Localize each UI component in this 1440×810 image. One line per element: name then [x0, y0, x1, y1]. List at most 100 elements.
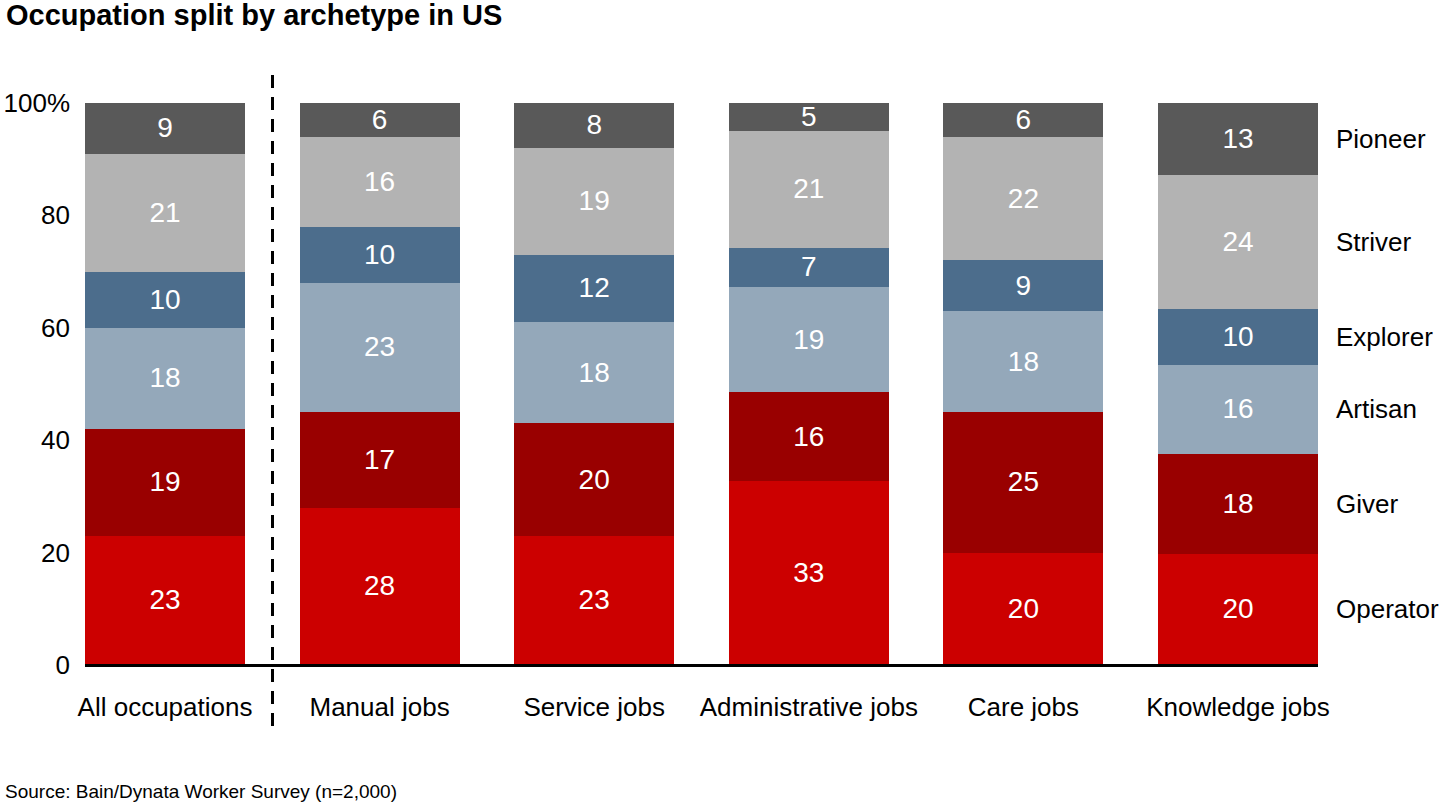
bar-value-label: 19 — [149, 468, 180, 496]
bar-value-label: 19 — [793, 326, 824, 354]
bar-value-label: 9 — [157, 114, 173, 142]
bar-segment: 25 — [943, 412, 1103, 553]
bar-segment: 18 — [514, 322, 674, 423]
bar-segment: 21 — [85, 154, 245, 272]
category-separator-line — [271, 75, 274, 733]
y-axis-tick-label: 20 — [0, 537, 70, 568]
bar-segment: 5 — [729, 103, 889, 131]
bar-segment: 10 — [300, 227, 460, 283]
bar-segment: 9 — [943, 260, 1103, 311]
bar-value-label: 24 — [1222, 228, 1253, 256]
bar-column: 20 18 16 10 24 13 — [1158, 103, 1318, 665]
bar-segment: 20 — [514, 423, 674, 535]
bar-segment: 8 — [514, 103, 674, 148]
x-axis-category-label: Administrative jobs — [700, 692, 918, 723]
bar-value-label: 16 — [1222, 395, 1253, 423]
legend-label: Operator — [1336, 594, 1439, 625]
y-axis-tick-label: 60 — [0, 312, 70, 343]
y-axis-tick-label: 0 — [0, 650, 70, 681]
bar-segment: 13 — [1158, 103, 1318, 175]
bar-value-label: 18 — [579, 359, 610, 387]
x-axis-category-label: All occupations — [78, 692, 253, 723]
bar-segment: 12 — [514, 255, 674, 322]
bar-segment: 21 — [729, 131, 889, 248]
bar-value-label: 19 — [579, 187, 610, 215]
bar-column: 28 17 23 10 16 6 — [300, 103, 460, 665]
bar-value-label: 10 — [364, 241, 395, 269]
bar-value-label: 17 — [364, 446, 395, 474]
y-axis-tick-label: 40 — [0, 425, 70, 456]
x-axis-category-label: Care jobs — [968, 692, 1079, 723]
bar-segment: 16 — [300, 137, 460, 227]
bar-value-label: 28 — [364, 572, 395, 600]
bar-value-label: 20 — [1222, 595, 1253, 623]
bar-segment: 19 — [85, 429, 245, 536]
bar-value-label: 16 — [364, 168, 395, 196]
bar-value-label: 23 — [149, 586, 180, 614]
bar-value-label: 18 — [1222, 490, 1253, 518]
bar-column: 23 19 18 10 21 9 — [85, 103, 245, 665]
bar-value-label: 10 — [1222, 323, 1253, 351]
source-note: Source: Bain/Dynata Worker Survey (n=2,0… — [5, 781, 397, 803]
bar-segment: 6 — [300, 103, 460, 137]
bar-segment: 18 — [85, 328, 245, 429]
bar-value-label: 12 — [579, 274, 610, 302]
bar-segment: 23 — [300, 283, 460, 412]
bar-segment: 18 — [1158, 454, 1318, 554]
bar-segment: 16 — [729, 392, 889, 481]
bar-value-label: 9 — [1016, 272, 1032, 300]
y-axis-tick-label: 100% — [0, 88, 70, 119]
legend-label: Striver — [1336, 227, 1411, 258]
legend-label: Artisan — [1336, 394, 1417, 425]
plot-area: 0 20 40 60 80 100% 23 19 18 10 21 9 All occupations 2… — [0, 0, 1440, 810]
bar-segment: 33 — [729, 481, 889, 665]
bar-value-label: 6 — [372, 106, 388, 134]
bar-segment: 22 — [943, 137, 1103, 261]
bar-segment: 19 — [729, 287, 889, 393]
bar-segment: 17 — [300, 412, 460, 508]
y-axis-tick-label: 80 — [0, 200, 70, 231]
bar-column: 20 25 18 9 22 6 — [943, 103, 1103, 665]
bar-segment: 6 — [943, 103, 1103, 137]
bar-segment: 24 — [1158, 175, 1318, 309]
bar-column: 33 16 19 7 21 5 — [729, 103, 889, 665]
bar-value-label: 22 — [1008, 185, 1039, 213]
bar-segment: 23 — [85, 536, 245, 665]
bar-segment: 10 — [85, 272, 245, 328]
bar-segment: 19 — [514, 148, 674, 255]
bar-value-label: 13 — [1222, 125, 1253, 153]
legend-label: Explorer — [1336, 321, 1433, 352]
bar-segment: 10 — [1158, 309, 1318, 365]
legend-label: Giver — [1336, 488, 1398, 519]
bar-value-label: 10 — [149, 286, 180, 314]
bar-value-label: 21 — [793, 175, 824, 203]
x-axis-category-label: Knowledge jobs — [1146, 692, 1330, 723]
x-axis-category-label: Service jobs — [523, 692, 665, 723]
bar-segment: 18 — [943, 311, 1103, 412]
bar-segment: 23 — [514, 536, 674, 665]
bar-value-label: 20 — [579, 466, 610, 494]
bar-value-label: 7 — [801, 253, 817, 281]
bar-value-label: 33 — [793, 559, 824, 587]
x-axis-category-label: Manual jobs — [309, 692, 449, 723]
bar-value-label: 20 — [1008, 595, 1039, 623]
bar-segment: 9 — [85, 103, 245, 154]
bar-value-label: 18 — [1008, 348, 1039, 376]
bar-value-label: 16 — [793, 423, 824, 451]
bar-segment: 20 — [1158, 554, 1318, 665]
bar-segment: 7 — [729, 248, 889, 287]
bar-value-label: 6 — [1016, 106, 1032, 134]
bar-value-label: 8 — [586, 111, 602, 139]
chart-canvas: Occupation split by archetype in US 0204… — [0, 0, 1440, 810]
bar-segment: 20 — [943, 553, 1103, 665]
legend-label: Pioneer — [1336, 124, 1426, 155]
bar-value-label: 21 — [149, 199, 180, 227]
bar-column: 23 20 18 12 19 8 — [514, 103, 674, 665]
bar-segment: 28 — [300, 508, 460, 665]
bar-value-label: 23 — [364, 333, 395, 361]
bar-value-label: 18 — [149, 364, 180, 392]
bar-value-label: 23 — [579, 586, 610, 614]
bar-value-label: 25 — [1008, 468, 1039, 496]
bar-value-label: 5 — [801, 103, 817, 131]
bar-segment: 16 — [1158, 365, 1318, 454]
